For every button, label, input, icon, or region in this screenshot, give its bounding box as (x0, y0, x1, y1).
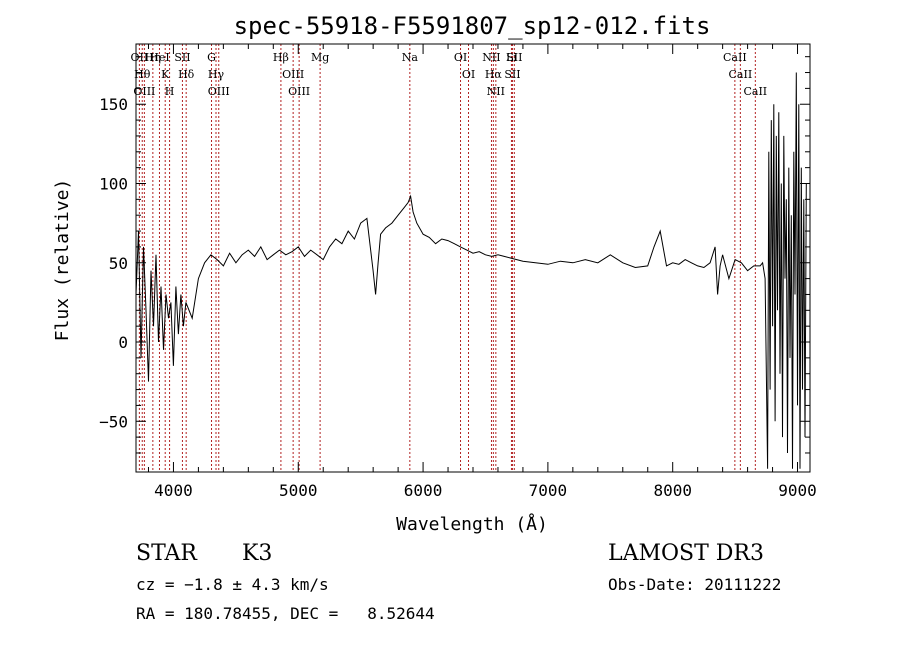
line-marker-label: CaII (723, 51, 747, 64)
coords-text: RA = 180.78455, DEC = 8.52644 (136, 604, 435, 623)
chart-title: spec-55918-F5591807_sp12-012.fits (234, 12, 711, 40)
line-marker-label: CaII (743, 85, 767, 98)
line-marker-label: OII (131, 51, 149, 64)
x-tick-label: 5000 (279, 481, 318, 500)
line-marker-label: Hδ (178, 68, 195, 81)
line-marker-label: OIII (133, 85, 155, 98)
y-tick-label: −50 (99, 412, 128, 431)
line-marker-label: Li (506, 51, 517, 64)
object-subclass: K3 (242, 541, 272, 566)
y-tick-label: 0 (118, 333, 128, 352)
x-tick-label: 8000 (653, 481, 692, 500)
line-marker-label: OIII (208, 85, 230, 98)
x-axis-label: Wavelength (Å) (396, 513, 548, 535)
line-marker-label: OIII (288, 85, 310, 98)
redshift-text: cz = −1.8 ± 4.3 km/s (136, 575, 329, 594)
line-marker-label: Na (402, 51, 419, 64)
line-marker-label: OI (462, 68, 475, 81)
y-tick-label: 50 (109, 254, 128, 273)
y-tick-label: 100 (99, 174, 128, 193)
line-marker-label: SII (506, 51, 522, 64)
line-marker-label: Hθ (134, 68, 151, 81)
line-marker-label: SII (174, 51, 190, 64)
line-marker-label: Hη (145, 51, 161, 64)
line-marker-label: Hα (485, 68, 503, 81)
x-tick-label: 7000 (529, 481, 568, 500)
line-marker-label: Hβ (273, 51, 289, 64)
x-tick-label: 6000 (404, 481, 443, 500)
line-marker-label: K (161, 68, 170, 81)
x-tick-label: 4000 (154, 481, 193, 500)
line-marker-label: OIII (282, 68, 304, 81)
line-marker-label: CaII (729, 68, 753, 81)
spectrum-line (135, 72, 807, 469)
survey-name: LAMOST DR3 (608, 541, 764, 566)
line-marker-label: HeI (149, 51, 169, 64)
line-marker-label: H (165, 85, 175, 98)
object-class: STAR (136, 541, 198, 566)
line-marker-label: Mg (311, 51, 329, 64)
line-marker-label: NII (487, 85, 505, 98)
line-marker-label: OI (454, 51, 467, 64)
y-axis-label: Flux (relative) (52, 179, 73, 342)
x-tick-label: 9000 (778, 481, 817, 500)
line-marker-label: NII (482, 51, 500, 64)
line-marker-label: G (207, 51, 216, 64)
y-tick-label: 150 (99, 95, 128, 114)
line-marker-label: SII (504, 68, 520, 81)
line-marker-label: Hγ (208, 68, 225, 81)
obs-date: Obs-Date: 20111222 (608, 575, 781, 594)
